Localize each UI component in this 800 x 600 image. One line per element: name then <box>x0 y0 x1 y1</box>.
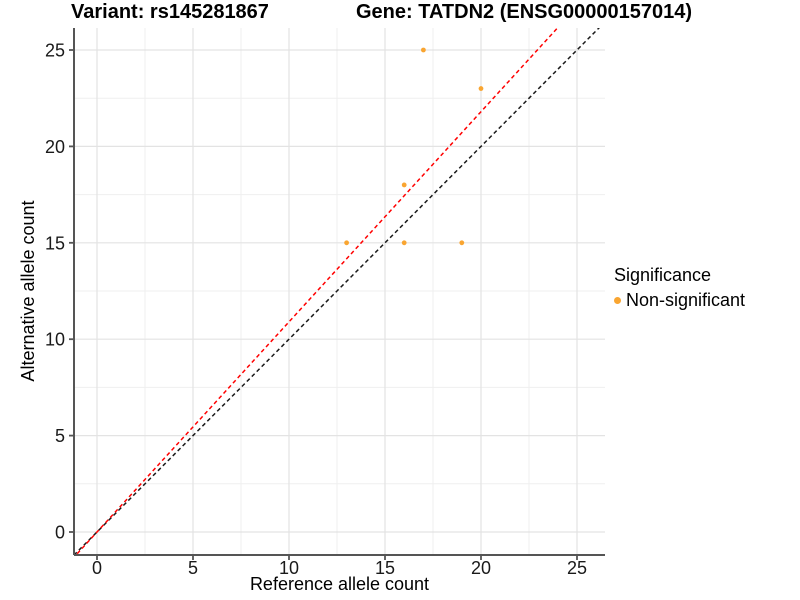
y-axis-title: Alternative allele count <box>18 200 38 382</box>
legend-entry-label: Non-significant <box>626 290 746 310</box>
variant-title: Variant: rs145281867 <box>71 1 269 23</box>
svg-text:5: 5 <box>55 426 65 446</box>
svg-text:15: 15 <box>45 233 65 253</box>
svg-text:5: 5 <box>188 558 198 578</box>
legend-entry: Non-significant <box>614 290 745 311</box>
svg-text:15: 15 <box>375 558 395 578</box>
svg-text:20: 20 <box>45 137 65 157</box>
legend: Significance Non-significant <box>614 265 745 311</box>
svg-text:10: 10 <box>279 558 299 578</box>
svg-text:0: 0 <box>55 523 65 543</box>
svg-text:0: 0 <box>92 558 102 578</box>
legend-point-icon <box>614 297 621 304</box>
gene-title: Gene: TATDN2 (ENSG00000157014) <box>356 1 693 23</box>
svg-text:20: 20 <box>471 558 491 578</box>
svg-text:25: 25 <box>567 558 587 578</box>
svg-text:10: 10 <box>45 330 65 350</box>
svg-text:25: 25 <box>45 41 65 61</box>
x-axis-title: Reference allele count <box>249 574 430 594</box>
legend-title: Significance <box>614 265 712 285</box>
